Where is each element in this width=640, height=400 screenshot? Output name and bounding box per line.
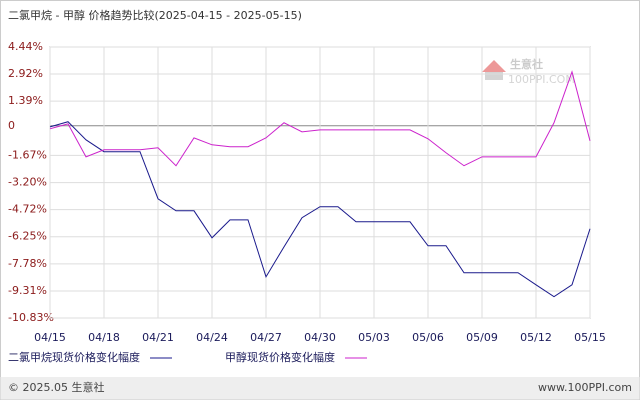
y-tick-label: -4.72% [8,203,47,216]
x-tick-label: 05/09 [466,331,498,344]
footer-site: www.100PPI.com [538,381,632,394]
chart-title: 二氯甲烷 - 甲醇 价格趋势比较(2025-04-15 - 2025-05-15… [8,8,302,22]
x-tick-label: 04/30 [304,331,336,344]
y-tick-label: 4.44% [8,40,43,53]
footer-copyright: © 2025.05 生意社 [8,380,104,394]
y-tick-label: -6.25% [8,230,47,243]
x-tick-label: 05/15 [574,331,606,344]
y-tick-label: 1.39% [8,94,43,107]
watermark-icon [485,72,503,80]
y-tick-label: -3.20% [8,176,47,189]
x-tick-label: 04/21 [142,331,174,344]
legend-label: 二氯甲烷现货价格变化幅度 [8,350,140,364]
y-tick-label: -10.83% [8,311,54,324]
watermark: 生意社 100PPI.COM [482,57,575,86]
series-line [49,121,591,298]
x-tick-label: 04/27 [250,331,282,344]
series-line [49,70,591,167]
watermark-icon [482,60,506,72]
y-tick-label: -1.67% [8,148,47,161]
y-tick-label: -7.78% [8,257,47,270]
x-tick-label: 04/15 [34,331,66,344]
watermark-url: 100PPI.COM [508,73,575,86]
x-tick-label: 05/06 [412,331,444,344]
y-tick-label: 0 [8,119,15,132]
x-tick-label: 04/18 [88,331,120,344]
y-tick-label: 2.92% [8,67,43,80]
watermark-name: 生意社 [510,57,543,71]
footer-bar [0,377,640,400]
legend-label: 甲醇现货价格变化幅度 [225,350,335,364]
x-tick-label: 04/24 [196,331,228,344]
x-tick-label: 05/03 [358,331,390,344]
x-tick-label: 05/12 [520,331,552,344]
y-tick-label: -9.31% [8,284,47,297]
